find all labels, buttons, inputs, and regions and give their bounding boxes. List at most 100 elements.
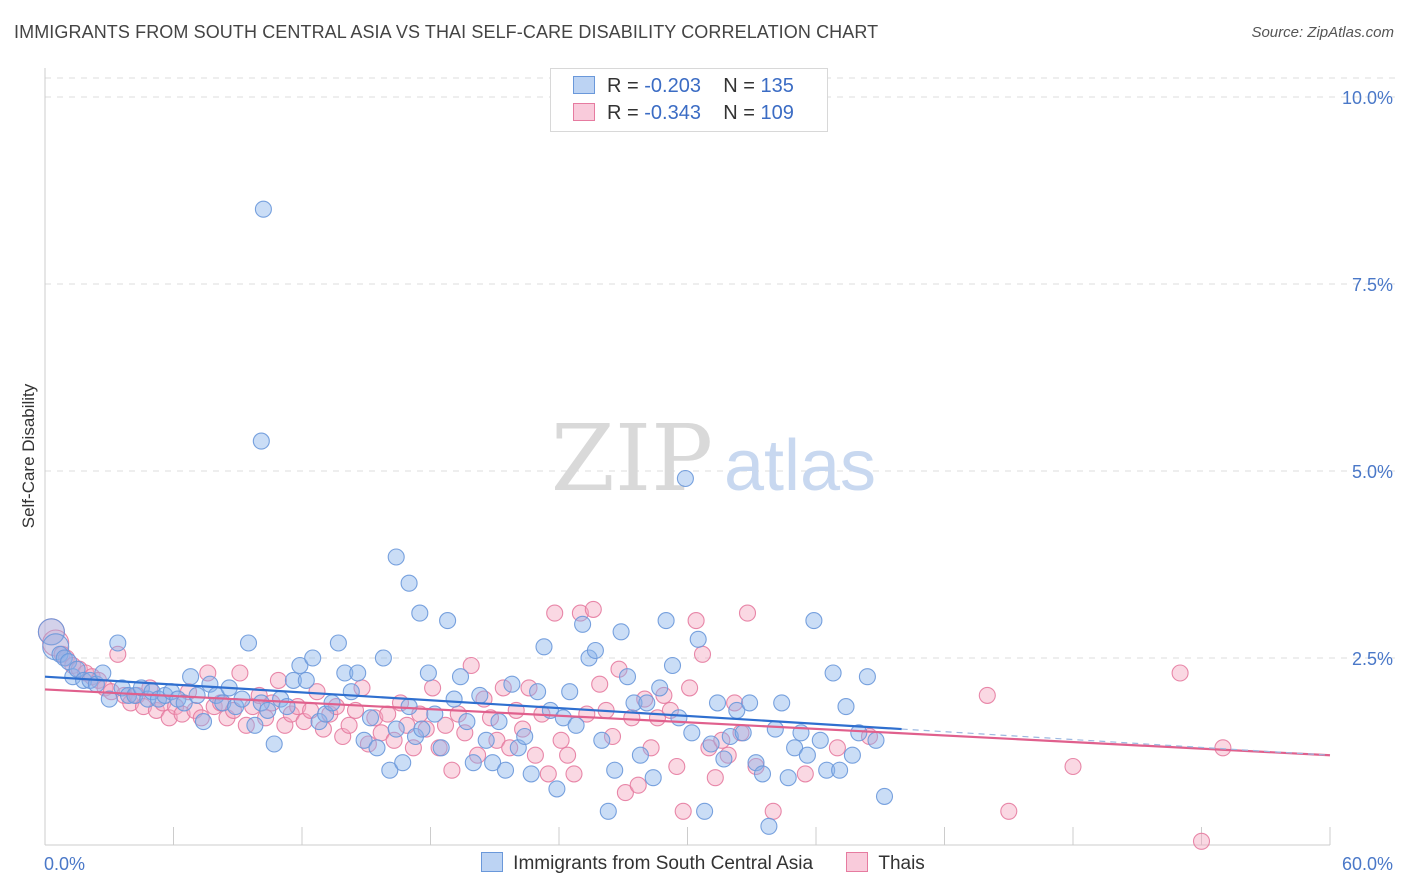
thais-point xyxy=(796,765,814,783)
thais-point xyxy=(616,784,634,802)
bottom-legend-swatch-pink xyxy=(846,852,869,872)
thais-point xyxy=(584,600,602,618)
south-central-asia-point xyxy=(644,769,662,787)
south-central-asia-point xyxy=(554,709,572,727)
south-central-asia-point xyxy=(843,746,861,764)
south-central-asia-point xyxy=(37,618,65,646)
watermark-atlas: atlas xyxy=(724,426,876,506)
south-central-asia-point xyxy=(837,698,855,716)
thais-point xyxy=(539,765,557,783)
south-central-asia-trend-line xyxy=(44,675,902,731)
thais-point xyxy=(674,802,692,820)
south-central-asia-point xyxy=(670,709,688,727)
south-central-asia-point xyxy=(786,739,804,757)
south-central-asia-point xyxy=(522,765,540,783)
south-central-asia-point xyxy=(631,746,649,764)
thais-point xyxy=(424,679,442,697)
south-central-asia-point xyxy=(355,731,373,749)
south-central-asia-point xyxy=(419,664,437,682)
south-central-asia-point xyxy=(599,802,617,820)
thais-point xyxy=(591,675,609,693)
south-central-asia-point xyxy=(689,630,707,648)
thais-point xyxy=(828,739,846,757)
south-central-asia-point xyxy=(638,694,656,712)
south-central-asia-trend-extension xyxy=(901,728,1331,756)
south-central-asia-point xyxy=(400,698,418,716)
south-central-asia-point xyxy=(779,769,797,787)
south-central-asia-point xyxy=(805,612,823,630)
south-central-asia-point xyxy=(387,548,405,566)
south-central-asia-point xyxy=(411,604,429,622)
thais-point xyxy=(366,709,384,727)
south-central-asia-point xyxy=(496,761,515,779)
south-central-asia-point xyxy=(702,735,720,753)
south-central-asia-point xyxy=(432,739,450,757)
thais-point xyxy=(436,716,455,734)
thais-trend-line xyxy=(44,688,1331,757)
south-central-asia-point xyxy=(753,765,772,783)
south-central-asia-point xyxy=(100,690,118,708)
south-central-asia-point xyxy=(342,683,360,701)
south-central-asia-point xyxy=(651,679,669,697)
bottom-legend-swatch-blue xyxy=(481,852,504,872)
south-central-asia-point xyxy=(593,731,611,749)
south-central-asia-point xyxy=(773,694,791,712)
south-central-asia-point xyxy=(708,694,727,712)
south-central-asia-point xyxy=(567,716,585,734)
legend-n-label: N = xyxy=(723,102,755,124)
watermark-zip: ZIP xyxy=(551,405,713,512)
south-central-asia-point xyxy=(574,615,592,633)
south-central-asia-point xyxy=(374,649,392,667)
thais-point xyxy=(1171,664,1189,682)
south-central-asia-point xyxy=(94,664,112,682)
south-central-asia-point xyxy=(291,656,309,675)
thais-point xyxy=(603,727,622,746)
south-central-asia-point xyxy=(606,761,624,779)
thais-point xyxy=(1064,757,1082,776)
legend-r-value: -0.343 xyxy=(644,102,701,124)
thais-point xyxy=(706,769,724,787)
south-central-asia-point xyxy=(336,664,354,682)
y-tick-label: 7.5% xyxy=(1352,275,1393,295)
thais-point xyxy=(199,664,217,682)
legend-r-value: -0.203 xyxy=(644,75,701,97)
thais-point xyxy=(520,679,538,697)
thais-point xyxy=(340,716,358,734)
chart-title: IMMIGRANTS FROM SOUTH CENTRAL ASIA VS TH… xyxy=(14,22,879,42)
south-central-asia-point xyxy=(394,754,412,772)
south-central-asia-point xyxy=(297,671,315,689)
thais-point xyxy=(693,645,712,663)
south-central-asia-point xyxy=(458,713,476,731)
legend-n-value: 135 xyxy=(760,75,794,97)
south-central-asia-point xyxy=(464,754,482,772)
south-central-asia-point xyxy=(618,668,637,686)
south-central-asia-point xyxy=(561,683,579,701)
south-central-asia-point xyxy=(284,671,302,689)
south-central-asia-point xyxy=(766,720,784,738)
south-central-asia-point xyxy=(259,701,277,719)
thais-point xyxy=(269,671,287,689)
bottom-legend-item-thais: Thais xyxy=(846,852,925,875)
south-central-asia-point xyxy=(824,664,842,682)
south-central-asia-point xyxy=(548,780,566,798)
south-central-asia-point xyxy=(329,634,347,652)
thais-point xyxy=(546,604,564,622)
legend-r-label: R = xyxy=(607,75,639,97)
bottom-legend-label: Immigrants from South Central Asia xyxy=(513,853,814,874)
legend-swatch-blue xyxy=(573,76,595,94)
south-central-asia-point xyxy=(119,686,138,704)
south-central-asia-point xyxy=(503,675,521,693)
thais-point xyxy=(443,761,461,779)
south-central-asia-point xyxy=(586,641,604,660)
y-axis-label: Self-Care Disability xyxy=(19,383,38,528)
south-central-asia-point xyxy=(625,694,643,712)
thais-point xyxy=(978,686,996,704)
south-central-asia-point xyxy=(529,683,547,701)
bottom-legend-item-south-central-asia: Immigrants from South Central Asia xyxy=(481,852,813,875)
south-central-asia-point xyxy=(612,623,630,641)
south-central-asia-point xyxy=(683,724,701,742)
thais-point xyxy=(565,765,583,783)
south-central-asia-point xyxy=(875,787,894,805)
thais-point xyxy=(1214,739,1232,757)
south-central-asia-point xyxy=(696,802,714,820)
